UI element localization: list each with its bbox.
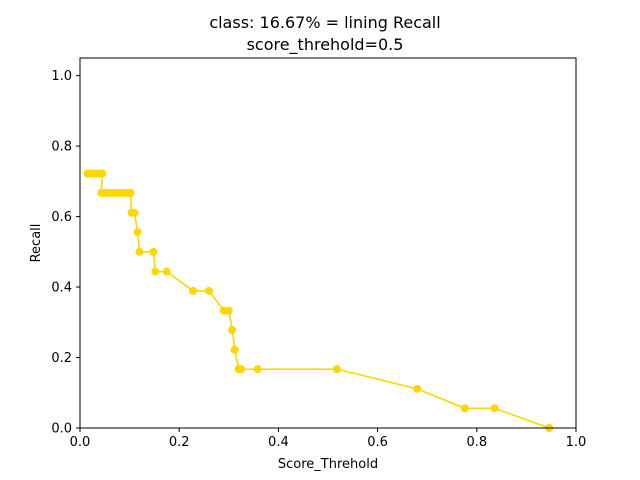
y-axis: 0.0 0.2 0.4 0.6 0.8 1.0 bbox=[51, 69, 80, 437]
data-point bbox=[237, 365, 246, 374]
x-tick-label: 0.2 bbox=[169, 435, 190, 450]
x-tick-label: 0.0 bbox=[70, 435, 91, 450]
data-point bbox=[332, 365, 341, 374]
data-point bbox=[204, 286, 213, 295]
y-tick-label: 1.0 bbox=[51, 69, 72, 84]
x-axis-label: Score_Threhold bbox=[278, 457, 378, 472]
y-axis-label: Recall bbox=[29, 224, 44, 263]
x-tick-label: 0.4 bbox=[268, 435, 289, 450]
data-point bbox=[126, 188, 135, 197]
data-point bbox=[490, 404, 499, 413]
data-point bbox=[130, 208, 139, 217]
y-tick-label: 0.4 bbox=[51, 281, 72, 296]
data-point bbox=[253, 365, 262, 374]
data-point bbox=[189, 286, 198, 295]
data-point bbox=[413, 384, 422, 393]
x-tick-label: 1.0 bbox=[566, 435, 587, 450]
series-line bbox=[87, 172, 550, 429]
plot-area bbox=[83, 169, 554, 432]
data-point bbox=[162, 267, 171, 276]
plot-frame bbox=[79, 57, 577, 429]
data-point bbox=[149, 247, 158, 256]
y-tick-label: 0.2 bbox=[51, 351, 72, 366]
x-axis: 0.0 0.2 0.4 0.6 0.8 1.0 bbox=[70, 428, 587, 450]
y-tick-label: 0.0 bbox=[51, 422, 72, 437]
data-point bbox=[224, 306, 233, 315]
data-point bbox=[228, 326, 237, 335]
data-point bbox=[230, 345, 239, 354]
chart-subtitle: score_threhold=0.5 bbox=[247, 35, 404, 55]
data-point bbox=[98, 169, 107, 178]
data-point bbox=[151, 267, 160, 276]
x-tick-label: 0.8 bbox=[466, 435, 487, 450]
data-point bbox=[135, 247, 144, 256]
x-tick-label: 0.6 bbox=[367, 435, 388, 450]
y-tick-label: 0.8 bbox=[51, 140, 72, 155]
data-point bbox=[133, 228, 142, 237]
data-point bbox=[460, 404, 469, 413]
chart-title: class: 16.67% = lining Recall bbox=[209, 13, 440, 32]
y-tick-label: 0.6 bbox=[51, 210, 72, 225]
